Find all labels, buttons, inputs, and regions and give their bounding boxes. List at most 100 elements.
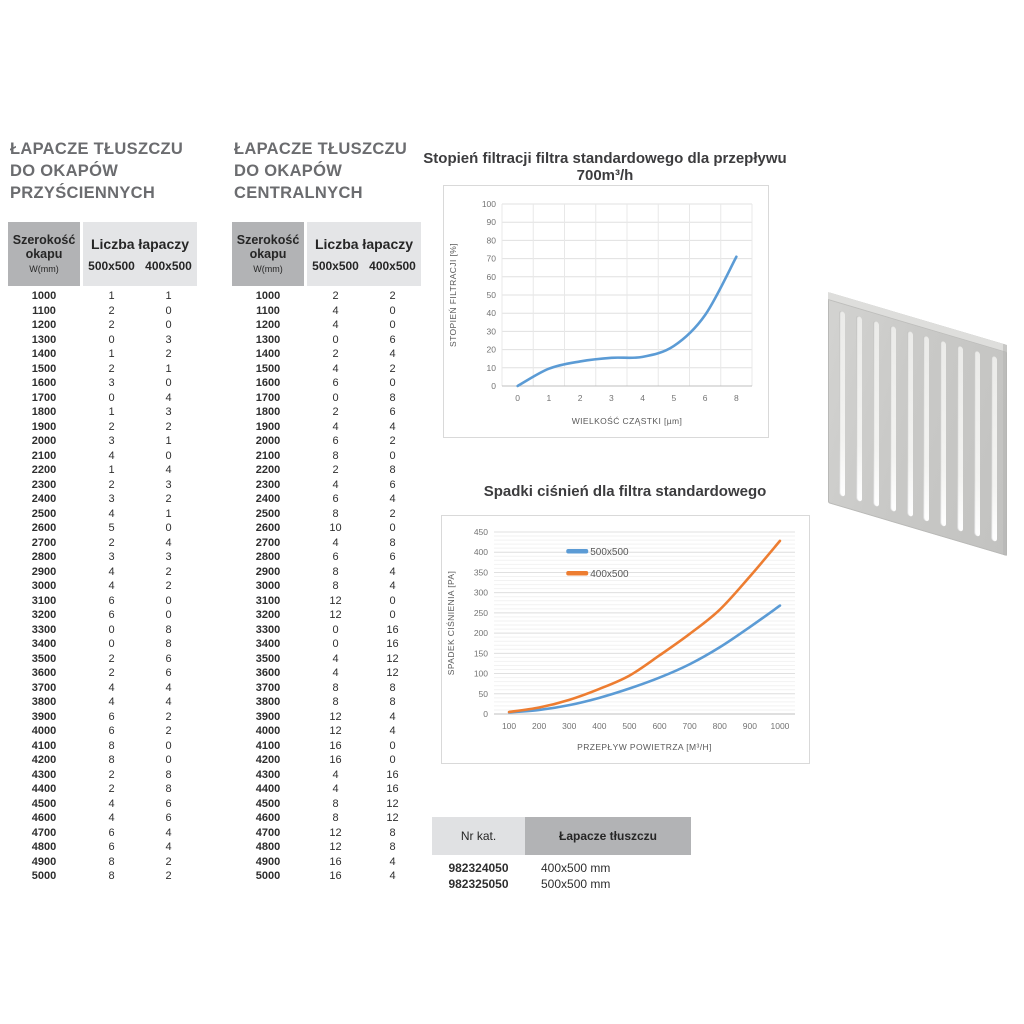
title-line: ŁAPACZE TŁUSZCZU bbox=[10, 140, 184, 158]
hood-width-cell: 3200 bbox=[255, 609, 281, 622]
x-tick-label: 500 bbox=[622, 721, 636, 731]
table-header: Szerokość okapu W(mm) Liczba łapaczy 500… bbox=[232, 222, 421, 286]
filter-slot bbox=[855, 315, 862, 503]
hood-width-cell: 3600 bbox=[255, 667, 281, 680]
catcher-count-cell: 8 bbox=[332, 681, 339, 694]
table-row: 4600 4 6 bbox=[8, 811, 197, 826]
table-row: 1200 4 0 bbox=[232, 318, 421, 333]
catcher-count-cell: 8 bbox=[165, 768, 172, 781]
catcher-count-cell: 0 bbox=[165, 319, 172, 332]
pressure-chart-svg: 0 50 100 150 200 250 300 350 400 450 100 200 300 400 5… bbox=[445, 527, 795, 752]
table-row: 3000 8 4 bbox=[232, 579, 421, 594]
catcher-count-cell: 4 bbox=[389, 565, 396, 578]
catcher-count-cell: 4 bbox=[108, 565, 115, 578]
catcher-count-cell: 2 bbox=[165, 725, 172, 738]
hood-width-cell: 3200 bbox=[31, 609, 57, 622]
catalog-header: Nr kat. Łapacze tłuszczu bbox=[432, 817, 691, 855]
width-column-header: Szerokość okapu W(mm) bbox=[8, 222, 80, 286]
catcher-count-cell: 6 bbox=[108, 841, 115, 854]
y-tick-label: 400 bbox=[474, 547, 488, 557]
central-table-title: ŁAPACZE TŁUSZCZU DO OKAPÓW CENTRALNYCH bbox=[234, 138, 407, 204]
y-tick-label: 100 bbox=[474, 669, 488, 679]
x-tick-label: 600 bbox=[652, 721, 666, 731]
catcher-count-cell: 4 bbox=[165, 464, 172, 477]
table-row: 4500 8 12 bbox=[232, 797, 421, 812]
hood-width-cell: 2200 bbox=[31, 464, 57, 477]
filtration-chart-title: Stopień filtracji filtra standardowego d… bbox=[423, 150, 787, 184]
catcher-count-cell: 16 bbox=[386, 623, 399, 636]
catcher-count-cell: 16 bbox=[386, 638, 399, 651]
catcher-count-cell: 6 bbox=[332, 551, 339, 564]
catcher-count-cell: 8 bbox=[332, 449, 339, 462]
table-row: 2200 1 4 bbox=[8, 463, 197, 478]
catcher-count-cell: 8 bbox=[165, 623, 172, 636]
table-row: 1100 2 0 bbox=[8, 304, 197, 319]
hood-width-cell: 1100 bbox=[32, 304, 56, 317]
hood-width-cell: 3300 bbox=[31, 623, 57, 636]
hood-width-cell: 4500 bbox=[255, 797, 281, 810]
catcher-count-cell: 6 bbox=[165, 667, 172, 680]
catcher-count-cell: 4 bbox=[165, 841, 172, 854]
hood-width-cell: 4300 bbox=[255, 768, 281, 781]
table-row: 2200 2 8 bbox=[232, 463, 421, 478]
catcher-count-cell: 16 bbox=[386, 783, 399, 796]
x-axis-title: WIELKOŚĆ CZĄSTKI [µm] bbox=[572, 415, 683, 426]
catcher-count-cell: 3 bbox=[108, 435, 115, 448]
table-row: 3600 4 12 bbox=[232, 666, 421, 681]
y-tick-label: 90 bbox=[487, 217, 497, 227]
hood-width-cell: 2900 bbox=[255, 565, 281, 578]
catcher-count-cell: 8 bbox=[332, 696, 339, 709]
hood-width-cell: 2400 bbox=[31, 493, 57, 506]
hood-width-cell: 2000 bbox=[255, 435, 281, 448]
hood-width-cell: 1400 bbox=[255, 348, 281, 361]
title-line: ŁAPACZE TŁUSZCZU bbox=[234, 140, 408, 158]
table-row: 1700 0 4 bbox=[8, 391, 197, 406]
catcher-count-cell: 16 bbox=[329, 855, 342, 868]
catcher-count-cell: 16 bbox=[329, 870, 342, 883]
catcher-count-cell: 8 bbox=[165, 638, 172, 651]
table-row: 1800 1 3 bbox=[8, 405, 197, 420]
hood-width-cell: 1400 bbox=[31, 348, 57, 361]
catcher-count-cell: 4 bbox=[332, 304, 339, 317]
filtration-chart: 0 10 20 30 40 50 60 70 80 90 100 0 1 2 3 4 5 6 8 WIELKOŚĆ C… bbox=[443, 185, 769, 438]
hood-width-cell: 2800 bbox=[255, 551, 281, 564]
table-row: 4800 12 8 bbox=[232, 840, 421, 855]
catcher-count-cell: 12 bbox=[386, 797, 399, 810]
table-row: 3400 0 8 bbox=[8, 637, 197, 652]
catcher-count-cell: 2 bbox=[108, 768, 115, 781]
hood-width-cell: 2600 bbox=[255, 522, 281, 535]
hood-width-cell: 4300 bbox=[31, 768, 57, 781]
x-tick-label: 800 bbox=[713, 721, 727, 731]
catcher-count-cell: 4 bbox=[108, 681, 115, 694]
hood-width-cell: 2500 bbox=[31, 507, 57, 520]
series-line-stopień filtracji bbox=[516, 255, 738, 388]
catcher-count-cell: 0 bbox=[332, 333, 339, 346]
hood-width-cell: 4200 bbox=[31, 754, 57, 767]
hood-width-cell: 1900 bbox=[255, 420, 281, 433]
legend-swatch-500x500 bbox=[566, 549, 589, 554]
table-row: 3100 12 0 bbox=[232, 594, 421, 609]
table-row: 3200 12 0 bbox=[232, 608, 421, 623]
catcher-count-cell: 0 bbox=[165, 449, 172, 462]
filter-right-edge bbox=[1003, 343, 1007, 557]
catcher-count-cell: 6 bbox=[165, 812, 172, 825]
y-tick-label: 20 bbox=[487, 345, 497, 355]
count-group-label: Liczba łapaczy bbox=[90, 235, 190, 252]
x-tick-label: 900 bbox=[743, 721, 757, 731]
hood-width-cell: 4000 bbox=[31, 725, 57, 738]
catcher-count-cell: 2 bbox=[389, 290, 396, 303]
x-tick-label: 6 bbox=[703, 393, 708, 403]
size-500x500-header: 500x500 bbox=[312, 258, 359, 273]
hood-width-cell: 2600 bbox=[31, 522, 57, 535]
catcher-count-cell: 2 bbox=[165, 870, 172, 883]
filter-slot bbox=[906, 330, 913, 518]
catcher-count-cell: 12 bbox=[329, 710, 342, 723]
catcher-count-cell: 4 bbox=[332, 362, 339, 375]
catalog-number-header: Nr kat. bbox=[432, 817, 525, 855]
catcher-count-cell: 6 bbox=[165, 652, 172, 665]
hood-width-cell: 4400 bbox=[255, 783, 281, 796]
catcher-count-cell: 8 bbox=[108, 870, 115, 883]
filtration-chart-svg: 0 10 20 30 40 50 60 70 80 90 100 0 1 2 3 4 5 6 8 WIELKOŚĆ C… bbox=[448, 199, 753, 426]
catcher-count-cell: 4 bbox=[389, 855, 396, 868]
catcher-count-cell: 4 bbox=[165, 681, 172, 694]
